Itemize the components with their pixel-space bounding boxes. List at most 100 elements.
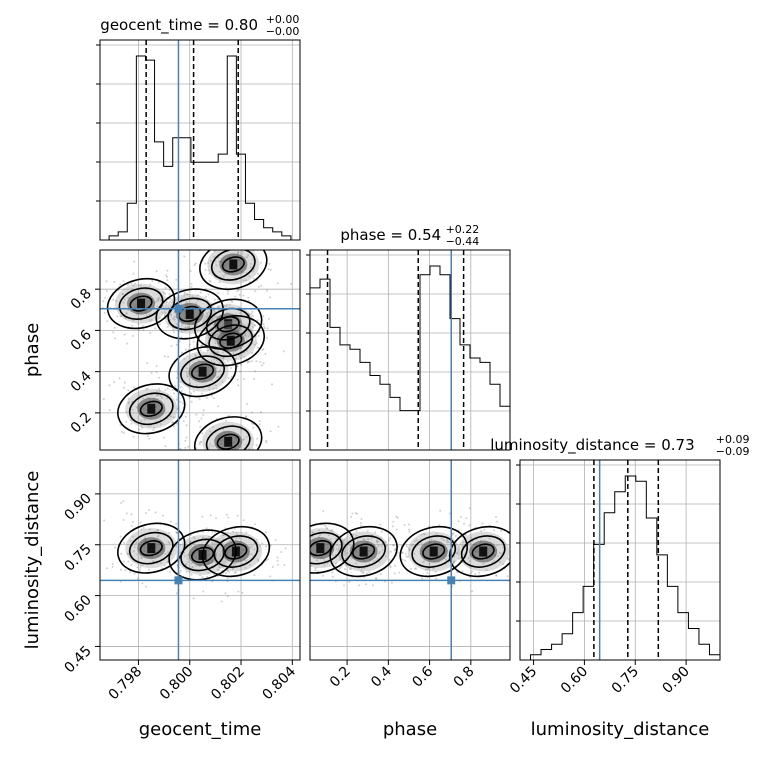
sample-point <box>435 577 438 580</box>
sample-point <box>482 563 485 566</box>
sample-point <box>182 420 185 423</box>
sample-point <box>408 549 411 552</box>
sample-point <box>155 394 158 397</box>
sample-point <box>403 524 406 526</box>
sample-point <box>106 567 108 570</box>
sample-point <box>201 392 204 395</box>
title-minus-error: −0.09 <box>716 445 750 458</box>
sample-point <box>314 567 317 570</box>
panel-phase-vs-geocent_time <box>93 249 301 451</box>
sample-point <box>159 323 161 326</box>
sample-point <box>231 567 234 570</box>
sample-point <box>242 294 245 297</box>
sample-point <box>185 568 187 571</box>
sample-point <box>294 540 296 542</box>
sample-point <box>306 576 308 578</box>
sample-point <box>195 302 198 304</box>
sample-point <box>212 397 215 400</box>
sample-point <box>225 305 228 308</box>
sample-point <box>171 421 174 424</box>
sample-point <box>206 576 209 578</box>
sample-point <box>248 545 251 548</box>
sample-point <box>496 520 499 523</box>
sample-point <box>187 560 189 563</box>
sample-point <box>195 413 198 416</box>
sample-point <box>265 545 268 548</box>
sample-point <box>358 584 361 587</box>
sample-point <box>349 544 352 547</box>
sample-point <box>379 573 382 575</box>
sample-point <box>372 584 374 587</box>
sample-point <box>265 441 268 444</box>
sample-point <box>343 539 346 541</box>
sample-point <box>127 402 130 405</box>
sample-point <box>237 289 240 291</box>
sample-point <box>257 346 260 349</box>
sample-point <box>350 515 353 518</box>
density-contour <box>128 392 174 426</box>
sample-point <box>408 548 411 551</box>
sample-point <box>401 558 404 561</box>
sample-point <box>405 553 407 555</box>
sample-point <box>179 381 182 384</box>
sample-point <box>415 538 418 541</box>
sample-point <box>241 591 244 594</box>
density-contour <box>117 522 186 574</box>
sample-point <box>502 563 505 566</box>
sample-point <box>276 563 279 566</box>
sample-point <box>258 285 260 288</box>
density-peak <box>316 543 325 554</box>
sample-point <box>130 524 133 527</box>
sample-point <box>155 300 158 303</box>
sample-point <box>204 269 207 271</box>
sample-point <box>221 351 224 354</box>
sample-point <box>188 343 191 346</box>
sample-point <box>129 570 132 573</box>
sample-point <box>242 438 245 441</box>
sample-point <box>352 533 355 536</box>
sample-point <box>469 542 472 545</box>
sample-point <box>217 351 220 354</box>
sample-point <box>93 425 95 427</box>
sample-point <box>217 405 220 408</box>
x-tick-label: 0.4 <box>368 663 395 690</box>
sample-point <box>330 530 333 533</box>
sample-point <box>232 568 235 571</box>
sample-point <box>186 554 189 557</box>
sample-point <box>232 562 235 565</box>
sample-point <box>263 327 266 330</box>
sample-point <box>218 566 221 569</box>
sample-point <box>167 323 170 326</box>
sample-point <box>148 437 151 440</box>
sample-point <box>465 517 468 520</box>
sample-point <box>529 551 531 553</box>
x-tick-label: 0.800 <box>157 664 197 704</box>
sample-point <box>255 342 258 345</box>
sample-point <box>195 355 198 357</box>
sample-point <box>329 537 332 540</box>
sample-point <box>248 360 251 363</box>
sample-point <box>208 535 211 538</box>
title-phase: phase = 0.54 <box>340 226 441 244</box>
density-contour <box>128 531 174 565</box>
sample-point <box>422 532 425 535</box>
sample-point <box>172 392 175 395</box>
sample-point <box>217 306 220 309</box>
sample-point <box>217 305 220 308</box>
sample-point <box>280 551 283 553</box>
sample-point <box>108 409 111 412</box>
sample-point <box>255 444 258 447</box>
sample-point <box>141 582 144 585</box>
sample-point <box>207 571 210 574</box>
sample-point <box>209 443 212 446</box>
sample-point <box>219 361 222 364</box>
sample-point <box>213 358 215 361</box>
sample-point <box>306 555 308 557</box>
sample-point <box>216 298 219 301</box>
sample-point <box>254 290 257 293</box>
sample-point <box>380 545 383 548</box>
sample-point <box>169 313 172 316</box>
sample-point <box>185 293 188 296</box>
sample-point <box>127 397 130 400</box>
sample-point <box>368 571 371 574</box>
